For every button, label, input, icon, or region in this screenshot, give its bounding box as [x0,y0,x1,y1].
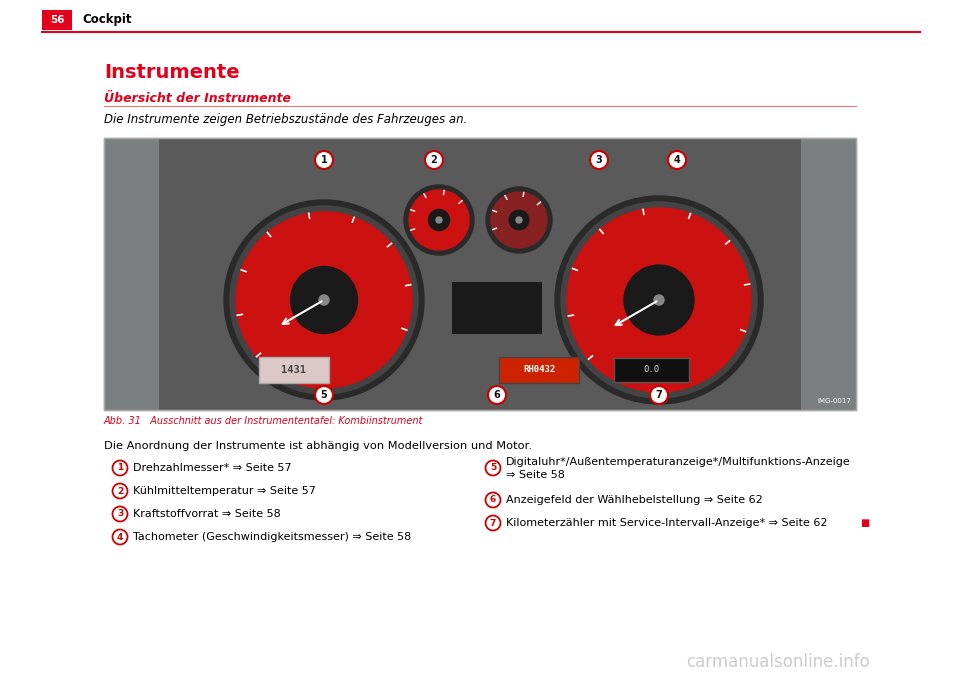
Circle shape [486,187,552,253]
Text: 5: 5 [321,390,327,400]
Text: Die Anordnung der Instrumente ist abhängig von Modellversion und Motor.: Die Anordnung der Instrumente ist abhäng… [104,441,532,451]
Circle shape [624,265,694,335]
Circle shape [516,217,522,223]
Bar [452,282,542,334]
Circle shape [654,295,664,305]
Text: 2: 2 [117,487,123,496]
Text: 4: 4 [674,155,681,165]
Circle shape [555,196,763,404]
Circle shape [230,206,418,394]
Text: 2: 2 [431,155,438,165]
Text: 56: 56 [50,15,64,25]
Circle shape [315,151,333,169]
Circle shape [509,210,529,230]
Circle shape [112,530,128,544]
Circle shape [491,192,547,248]
Circle shape [291,266,357,334]
Text: Kilometerzähler mit Service-Intervall-Anzeige* ⇒ Seite 62: Kilometerzähler mit Service-Intervall-An… [506,518,828,528]
Circle shape [488,386,506,404]
Circle shape [409,190,469,250]
Bar [104,138,856,410]
Text: 1: 1 [321,155,327,165]
Text: ■: ■ [860,518,869,528]
Circle shape [112,506,128,521]
Circle shape [561,202,757,398]
Circle shape [650,386,668,404]
Text: Anzeigefeld der Wählhebelstellung ⇒ Seite 62: Anzeigefeld der Wählhebelstellung ⇒ Seit… [506,495,763,505]
Circle shape [590,151,608,169]
Circle shape [224,200,424,400]
Circle shape [486,515,500,530]
Text: Tachometer (Geschwindigkeitsmesser) ⇒ Seite 58: Tachometer (Geschwindigkeitsmesser) ⇒ Se… [133,532,411,542]
Circle shape [668,151,686,169]
Circle shape [436,217,442,223]
Circle shape [425,151,443,169]
Text: ⇒ Seite 58: ⇒ Seite 58 [506,470,564,480]
Text: 7: 7 [656,390,662,400]
Text: IMG-0017: IMG-0017 [817,398,851,404]
Text: 6: 6 [493,390,500,400]
Bar [259,357,329,383]
FancyBboxPatch shape [104,138,159,410]
Circle shape [486,492,500,508]
Text: 3: 3 [117,509,123,519]
Text: 1431: 1431 [281,365,306,375]
Text: RH0432: RH0432 [523,365,555,374]
Circle shape [315,386,333,404]
Circle shape [112,483,128,498]
Text: 7: 7 [490,519,496,527]
Circle shape [428,210,449,231]
Circle shape [236,212,412,388]
Text: Instrumente: Instrumente [104,64,240,83]
Text: Abb. 31   Ausschnitt aus der Instrumententafel: Kombiinstrument: Abb. 31 Ausschnitt aus der Instrumentent… [104,416,423,426]
Circle shape [112,460,128,475]
Text: Digitaluhr*/Außentemperaturanzeige*/Multifunktions-Anzeige: Digitaluhr*/Außentemperaturanzeige*/Mult… [506,457,851,467]
FancyBboxPatch shape [801,138,856,410]
Text: 6: 6 [490,496,496,504]
Text: Kraftstoffvorrat ⇒ Seite 58: Kraftstoffvorrat ⇒ Seite 58 [133,509,280,519]
Circle shape [404,185,474,255]
Bar [614,358,689,382]
Circle shape [567,208,751,392]
Bar [42,10,72,30]
Text: 3: 3 [595,155,602,165]
Circle shape [319,295,329,305]
Circle shape [486,460,500,475]
Text: Die Instrumente zeigen Betriebszustände des Fahrzeuges an.: Die Instrumente zeigen Betriebszustände … [104,113,468,127]
Text: 4: 4 [117,532,123,542]
Text: Cockpit: Cockpit [82,14,132,26]
Text: 0.0: 0.0 [643,365,660,374]
Text: Übersicht der Instrumente: Übersicht der Instrumente [104,92,291,106]
Text: carmanualsonline.info: carmanualsonline.info [686,653,870,671]
Text: 5: 5 [490,464,496,473]
Text: 1: 1 [117,464,123,473]
Text: Kühlmitteltemperatur ⇒ Seite 57: Kühlmitteltemperatur ⇒ Seite 57 [133,486,316,496]
Text: Drehzahlmesser* ⇒ Seite 57: Drehzahlmesser* ⇒ Seite 57 [133,463,292,473]
Bar [104,138,856,410]
Bar [499,357,579,383]
